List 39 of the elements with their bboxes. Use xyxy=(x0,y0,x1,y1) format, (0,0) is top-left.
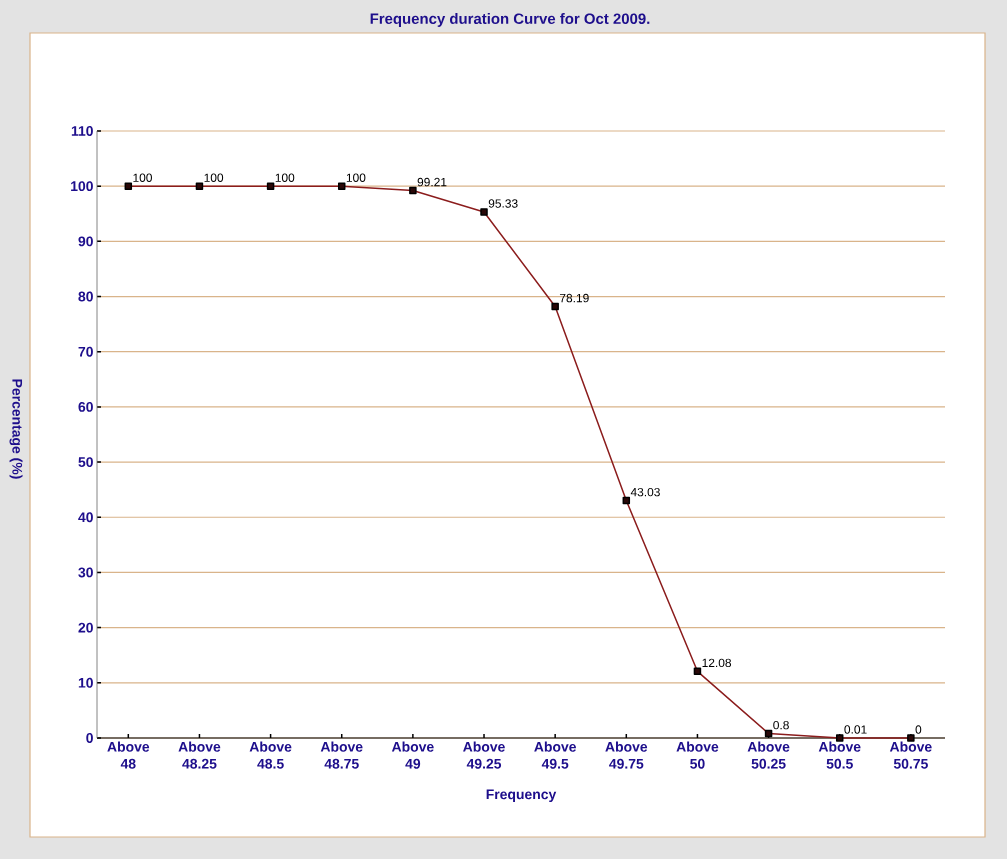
x-tick-label: Above 50.5 xyxy=(818,741,861,769)
y-tick-label: 10 xyxy=(78,677,93,688)
data-label: 43.03 xyxy=(630,487,660,497)
x-tick-label: Above 48.25 xyxy=(178,741,221,769)
data-label: 0.8 xyxy=(773,720,789,730)
y-tick-label: 70 xyxy=(78,346,93,357)
data-label: 78.19 xyxy=(559,293,589,303)
data-label: 99.21 xyxy=(417,177,447,187)
y-tick-label: 0 xyxy=(86,733,93,743)
data-label: 100 xyxy=(346,173,366,182)
x-tick-label: Above 48 xyxy=(107,741,150,769)
x-tick-label: Above 48.75 xyxy=(320,741,363,769)
data-label: 100 xyxy=(275,173,295,182)
y-tick-label: 30 xyxy=(78,567,93,578)
data-label: 0.01 xyxy=(844,725,867,734)
y-tick-label: 90 xyxy=(78,236,93,247)
x-tick-label: Above 49.25 xyxy=(463,741,505,769)
data-label: 0 xyxy=(915,725,922,734)
x-tick-label: Above 50 xyxy=(676,741,719,769)
x-tick-label: Above 49 xyxy=(391,741,434,769)
data-label: 95.33 xyxy=(488,199,518,208)
data-label: 100 xyxy=(133,173,152,182)
data-label: 12.08 xyxy=(702,658,732,668)
x-tick-label: Above 50.25 xyxy=(747,741,790,769)
x-tick-label: Above 49.5 xyxy=(534,741,576,769)
y-axis-title: Percentage (%) xyxy=(9,379,23,479)
x-axis-title: Frequency xyxy=(486,789,557,803)
x-tick-label: Above 50.75 xyxy=(889,741,932,769)
y-tick-label: 20 xyxy=(78,622,93,633)
y-tick-label: 60 xyxy=(78,401,93,412)
y-tick-label: 110 xyxy=(71,126,93,136)
y-tick-label: 100 xyxy=(71,181,93,192)
data-label: 100 xyxy=(204,173,224,182)
chart-title: Frequency duration Curve for Oct 2009. xyxy=(370,13,650,27)
y-tick-label: 80 xyxy=(78,291,93,302)
y-tick-label: 40 xyxy=(78,512,93,523)
x-tick-label: Above 48.5 xyxy=(249,741,292,769)
y-tick-label: 50 xyxy=(78,457,93,468)
x-tick-label: Above 49.75 xyxy=(605,741,648,769)
